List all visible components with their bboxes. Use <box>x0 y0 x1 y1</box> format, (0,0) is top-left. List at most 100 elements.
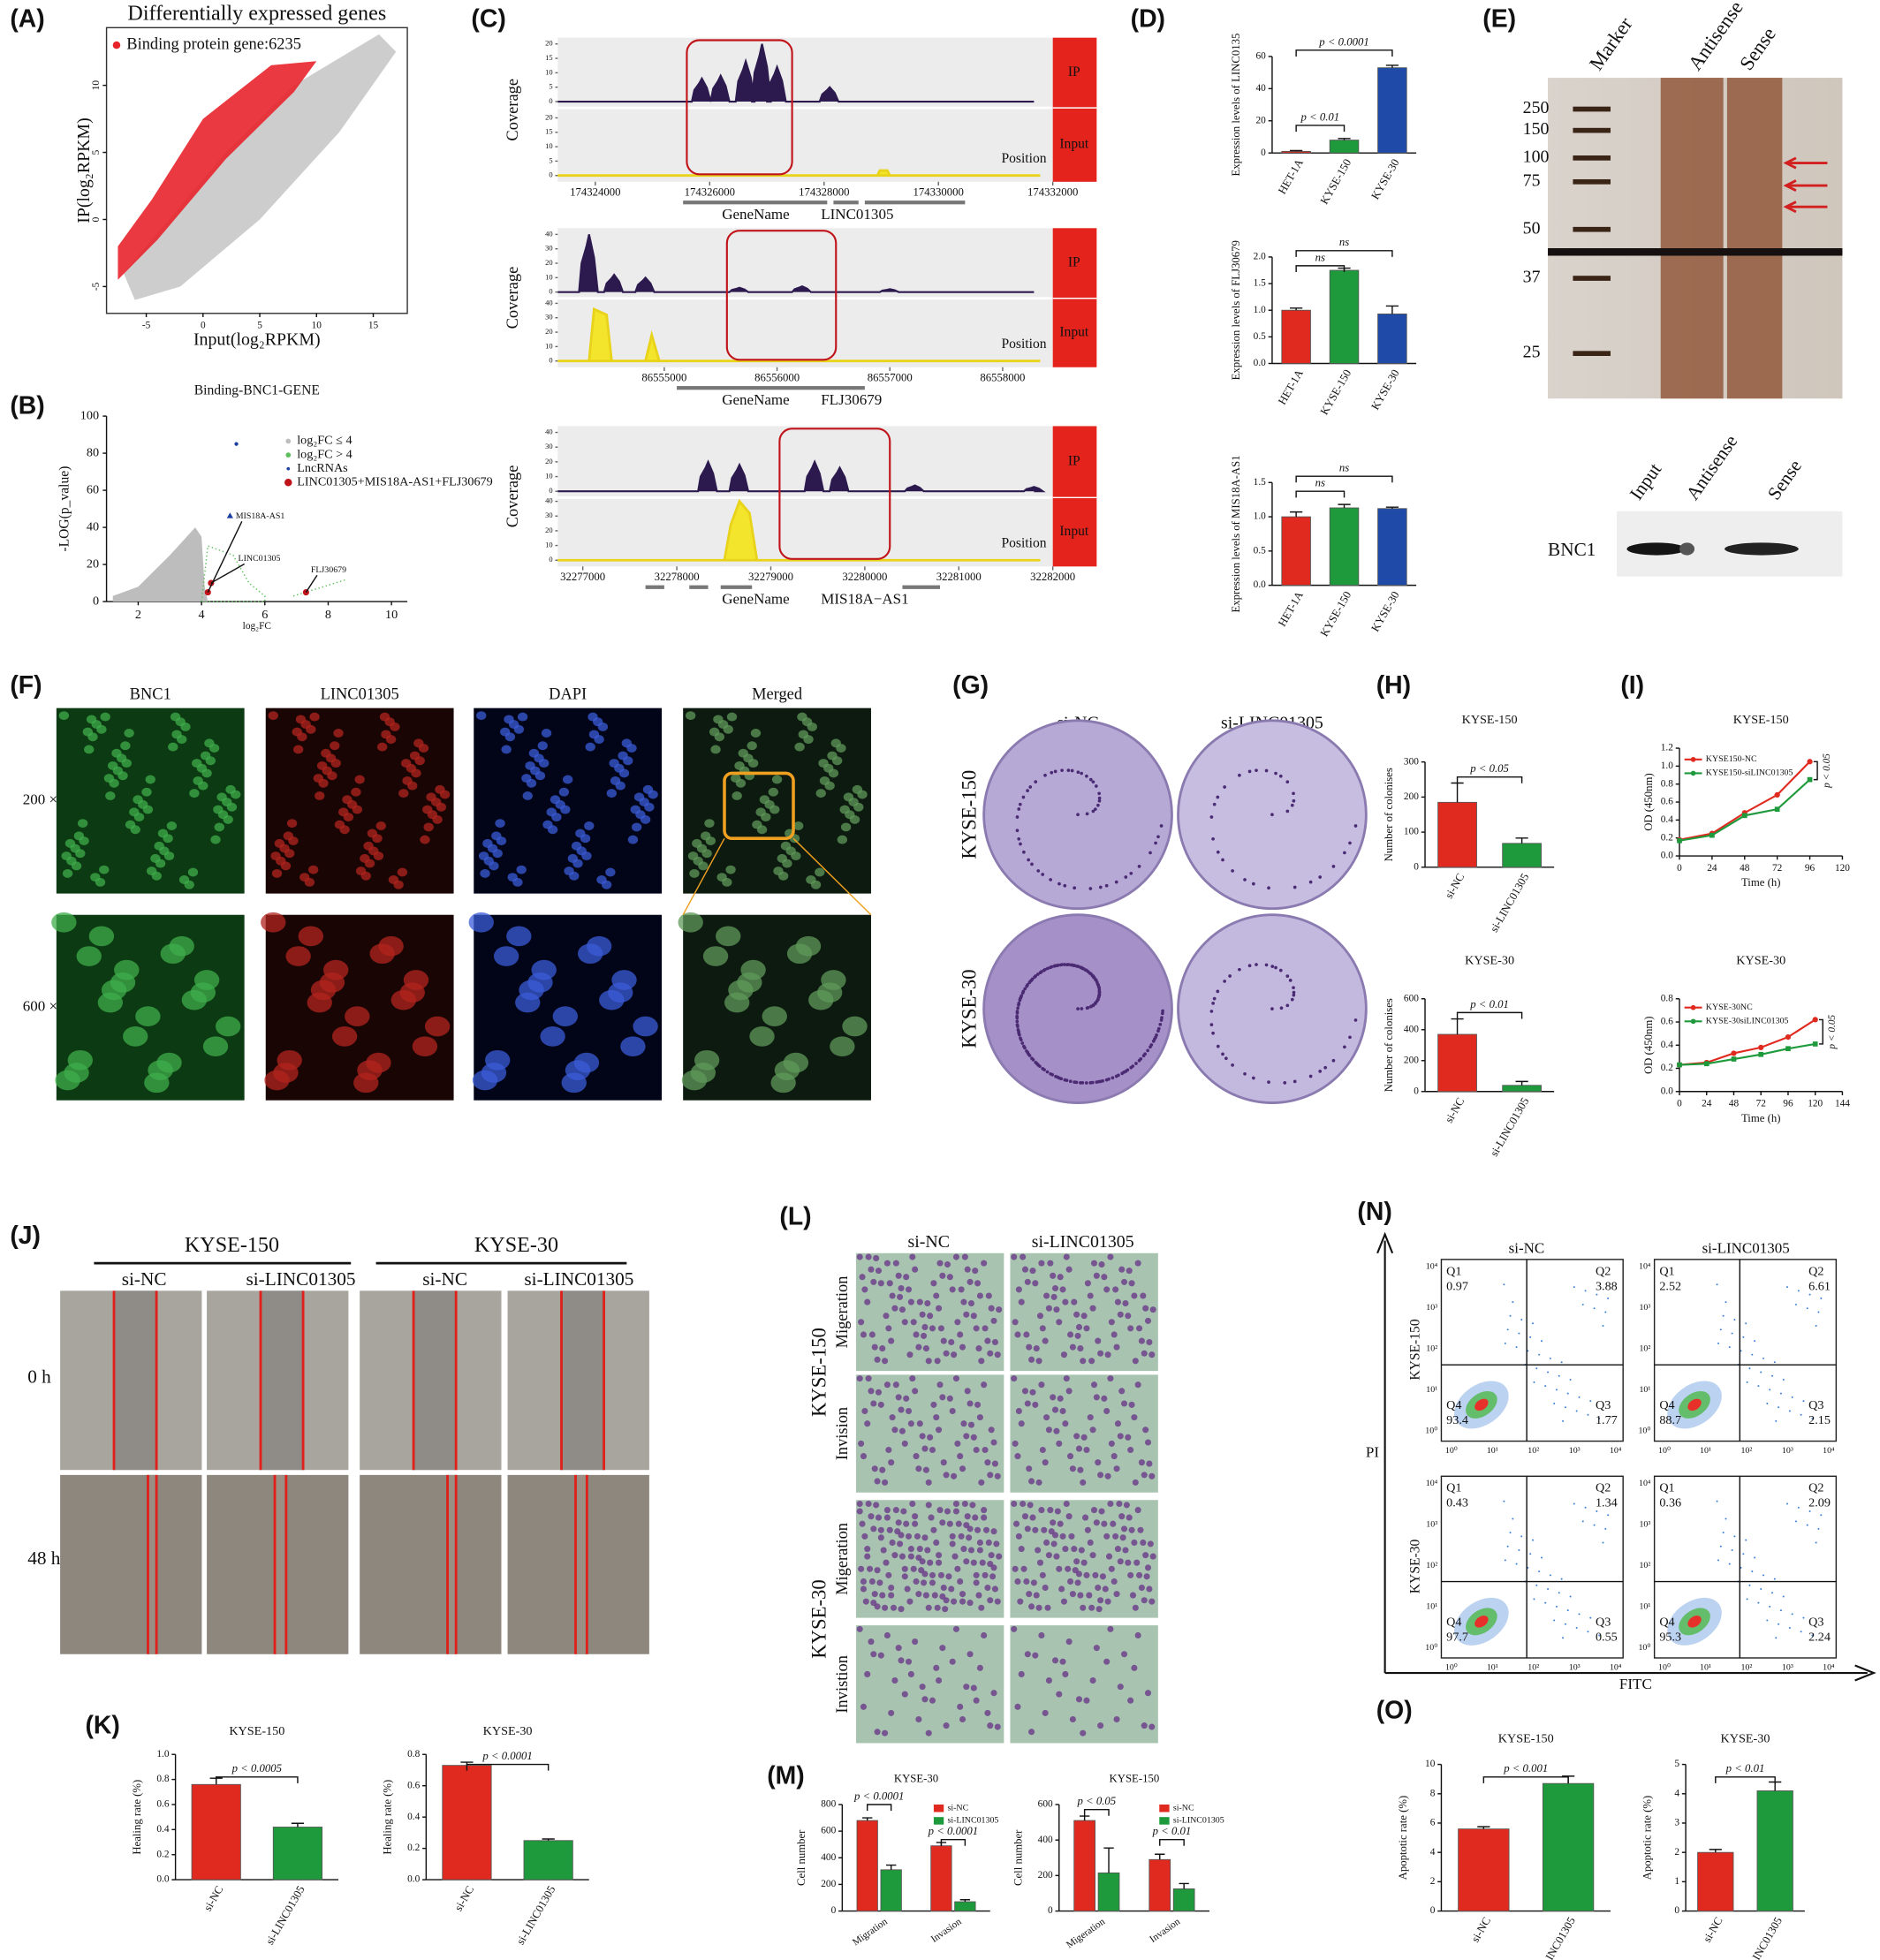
cell <box>954 1440 961 1447</box>
chart-title: KYSE-150 <box>1110 1773 1160 1785</box>
cell <box>360 853 370 863</box>
y-tick-label: 100 <box>1404 827 1419 837</box>
colony <box>1080 1080 1085 1085</box>
cell <box>412 1036 438 1057</box>
significance-bracket <box>1456 1011 1523 1019</box>
cell <box>912 1388 919 1395</box>
cell <box>342 795 352 805</box>
event <box>1769 1389 1771 1391</box>
cell <box>333 729 344 738</box>
cell <box>150 853 161 863</box>
cell <box>1132 1358 1139 1365</box>
quadrant-value: 2.52 <box>1659 1279 1681 1293</box>
colony <box>1159 824 1164 828</box>
cell <box>919 1433 926 1440</box>
cell <box>101 980 127 1001</box>
cell <box>1114 1546 1121 1553</box>
colony <box>1331 1058 1336 1063</box>
y-axis-label: Apoptotic rate (%) <box>1397 1796 1409 1881</box>
y-tick-label: 0.6 <box>1661 797 1673 807</box>
cell <box>286 819 298 829</box>
y-tick-label: 0.2 <box>1661 832 1673 843</box>
cell <box>975 1592 982 1599</box>
y-tick-label: 2 <box>1430 1876 1436 1887</box>
cell <box>1103 1407 1111 1415</box>
event <box>1581 1303 1584 1305</box>
cell <box>1047 1507 1054 1514</box>
cell <box>1036 1313 1044 1320</box>
y-tick-label: 600 <box>821 1826 836 1836</box>
cell <box>901 1440 908 1447</box>
cell <box>1120 1525 1128 1532</box>
cell <box>500 727 511 737</box>
cell <box>898 1427 906 1434</box>
cell <box>922 1592 929 1599</box>
cell <box>620 1036 646 1057</box>
arrow <box>1783 179 1828 193</box>
cell <box>1026 1591 1033 1598</box>
event <box>1748 1584 1751 1586</box>
cell <box>925 1479 932 1486</box>
colony <box>1292 986 1295 990</box>
cell <box>734 761 745 770</box>
cell <box>1045 1305 1052 1312</box>
colony <box>1046 966 1050 971</box>
cell <box>1088 1604 1095 1611</box>
assay-label: Invision <box>833 1407 851 1460</box>
gene-name: FLJ30679 <box>821 391 882 408</box>
cell <box>1146 1338 1153 1346</box>
colony <box>1104 883 1109 888</box>
cell <box>1080 1358 1087 1365</box>
cell <box>990 1690 997 1697</box>
y-tick-label: 4 <box>1430 1847 1436 1858</box>
x-tick-label: 32282000 <box>1030 571 1075 583</box>
cell <box>843 792 854 802</box>
event <box>1566 1609 1569 1612</box>
cell <box>124 729 134 738</box>
cell <box>886 1526 893 1533</box>
cell <box>943 1722 950 1729</box>
colony <box>1042 968 1046 972</box>
x-axis-label: FITC <box>1619 1676 1652 1692</box>
cell <box>1108 1319 1115 1326</box>
wound-gap <box>275 1474 286 1654</box>
error-bar <box>1155 1853 1165 1860</box>
cell <box>883 1631 891 1639</box>
cell <box>892 1381 899 1389</box>
cell <box>409 751 421 761</box>
event <box>1604 1527 1607 1530</box>
cell <box>398 789 409 798</box>
colony <box>1158 1022 1163 1026</box>
event <box>1717 1342 1719 1344</box>
cell <box>1024 1651 1031 1658</box>
colony <box>1223 980 1226 983</box>
legend-swatch <box>1159 1817 1170 1825</box>
cell <box>1127 1571 1134 1578</box>
cell <box>973 1697 980 1704</box>
cell <box>1107 1500 1114 1508</box>
cell <box>974 1526 982 1533</box>
panel-label: (B) <box>10 392 44 420</box>
cell <box>984 1337 991 1344</box>
cell <box>990 1528 997 1535</box>
cell <box>423 822 434 832</box>
cell <box>882 1479 889 1486</box>
cell <box>129 807 140 817</box>
gel-band <box>1548 247 1843 256</box>
colony <box>1211 1001 1215 1005</box>
plot-frame <box>105 26 408 314</box>
significance-bracket <box>1482 1776 1569 1783</box>
error-bar <box>1290 307 1303 311</box>
cell <box>939 1519 946 1526</box>
y-tick-label: 0.0 <box>407 1874 420 1885</box>
cell <box>1033 1345 1040 1352</box>
x-tick-label: si-NC <box>201 1884 225 1913</box>
cell <box>157 829 169 838</box>
colony <box>1156 835 1160 839</box>
y-tick-label: 0.0 <box>1254 358 1266 368</box>
y-tick-label: 10² <box>1426 1344 1437 1354</box>
cell <box>1146 1460 1153 1467</box>
y-tick-label: 0 <box>93 594 99 608</box>
y-tick-label: 40 <box>545 229 553 238</box>
cell <box>870 1600 877 1607</box>
